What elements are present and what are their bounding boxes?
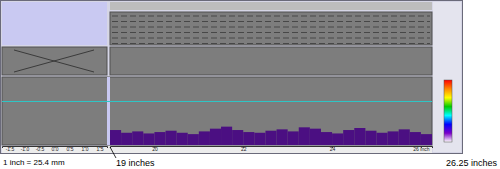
- x-axis: -1.5 -1.0 -0.5 0.0 0.5 1.0 1.5: [3, 146, 108, 152]
- tick-label: 24: [330, 146, 336, 152]
- mid-left-panel: [2, 47, 107, 75]
- amplitude-bar: [121, 133, 132, 145]
- dashed-line: [112, 43, 430, 44]
- annotation: 26.25 inches: [446, 158, 498, 168]
- dashed-line: [112, 21, 430, 22]
- tick: 20: [152, 146, 158, 152]
- panel-separator: [107, 77, 110, 145]
- scan-trace: [14, 50, 94, 72]
- amplitude-bar: [199, 131, 210, 145]
- amplitude-bar: [310, 129, 321, 145]
- amplitude-bar: [254, 133, 265, 145]
- amplitude-bar: [332, 133, 343, 145]
- frame: [1, 1, 463, 154]
- tick-label: 0.5: [67, 146, 74, 152]
- tick-label: -0.5: [36, 146, 45, 152]
- label-column: [433, 2, 461, 152]
- tick: 1.0: [82, 146, 89, 152]
- tick: -1.0: [21, 146, 30, 152]
- amplitude-bar: [110, 130, 121, 145]
- tick-label: 1.0: [82, 146, 89, 152]
- amplitude-bar: [299, 127, 310, 145]
- tick: -0.5: [36, 146, 45, 152]
- amplitude-bar: [365, 131, 376, 145]
- color-bar: [444, 80, 452, 142]
- amplitude-bar: [354, 128, 365, 145]
- top-strip: [110, 2, 432, 10]
- tick-label: -1.0: [21, 146, 30, 152]
- amplitude-bar: [265, 131, 276, 145]
- canvas: 20 22 24 26 inch 1 inch = 25.4 mm 19 inches 26…: [0, 0, 500, 169]
- amplitude-bar: [321, 132, 332, 145]
- tick-label: 22: [241, 146, 247, 152]
- tick-strip: [2, 146, 432, 153]
- plot-area: [110, 127, 432, 145]
- amplitude-bar: [243, 132, 254, 145]
- tick-label: 1.5: [97, 146, 104, 152]
- amplitude-bar: [288, 131, 299, 145]
- amplitude-bar: [232, 130, 243, 145]
- x-axis: 20 22 24 26 inch: [111, 146, 433, 152]
- tick: 0.5: [67, 146, 74, 152]
- tick: 22: [241, 146, 247, 152]
- tick: -1.5: [6, 146, 15, 152]
- amplitude-bar: [388, 131, 399, 145]
- blank-area: [2, 2, 107, 45]
- tick: 1.5: [97, 146, 104, 152]
- tick-label: 20: [152, 146, 158, 152]
- scan-trace: [14, 50, 94, 72]
- dashed-line: [112, 16, 430, 17]
- leader-line: [110, 147, 116, 158]
- tick: 24: [330, 146, 336, 152]
- amplitude-bar: [154, 132, 165, 145]
- amplitude-bar: [343, 130, 354, 145]
- tick-label: 0.0: [52, 146, 59, 152]
- annotation: 1 inch = 25.4 mm: [3, 158, 65, 167]
- amplitude-bar: [277, 129, 288, 145]
- dashed-line: [112, 32, 430, 33]
- axis-line: [111, 147, 433, 149]
- amplitude-bar: [421, 134, 432, 145]
- dashed-line: [112, 27, 430, 28]
- amplitude-bar: [221, 127, 232, 145]
- amplitude-bar: [210, 129, 221, 145]
- amplitude-bar: [132, 131, 143, 145]
- amplitude-bar: [376, 133, 387, 145]
- gate-line: [2, 101, 432, 102]
- dashed-line: [112, 38, 430, 39]
- tick: 0.0: [52, 146, 59, 152]
- tick-label: 26 inch: [413, 146, 429, 152]
- amplitude-bar: [177, 133, 188, 145]
- annotation: 19 inches: [116, 158, 155, 168]
- tick: 26 inch: [413, 146, 429, 152]
- amplitude-bar: [410, 132, 421, 145]
- bottom-panel: [2, 77, 432, 145]
- amplitude-bar: [188, 134, 199, 145]
- tick-label: -1.5: [6, 146, 15, 152]
- mid-right-panel: [110, 47, 432, 75]
- amplitude-bar: [143, 133, 154, 145]
- amplitude-bar: [166, 131, 177, 145]
- top-panel: [110, 12, 432, 45]
- amplitude-bar: [399, 129, 410, 145]
